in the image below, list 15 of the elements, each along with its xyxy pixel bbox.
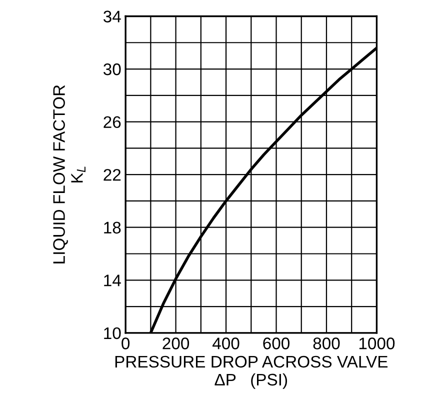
y-tick-label: 14 (104, 274, 121, 286)
y-axis-title: LIQUID FLOW FACTOR K$_{L}$ (53, 85, 86, 264)
x-axis-title: PRESSURE DROP ACROSS VALVE ΔP (PSI) (115, 356, 388, 389)
y-tick-label: 34 (104, 10, 121, 22)
x-tick-label: 800 (313, 338, 340, 350)
x-tick-label: 400 (212, 338, 240, 350)
x-tick-label: 0 (122, 338, 130, 350)
y-tick-label: 26 (104, 116, 121, 128)
y-tick-label: 18 (104, 222, 121, 234)
x-tick-label: 200 (162, 338, 190, 350)
y-tick-label: 22 (104, 168, 121, 181)
y-tick-label: 10 (104, 327, 121, 340)
x-tick-label: 600 (263, 338, 290, 350)
y-tick-label: 30 (104, 63, 121, 76)
x-tick-label: 1000 (359, 338, 395, 350)
